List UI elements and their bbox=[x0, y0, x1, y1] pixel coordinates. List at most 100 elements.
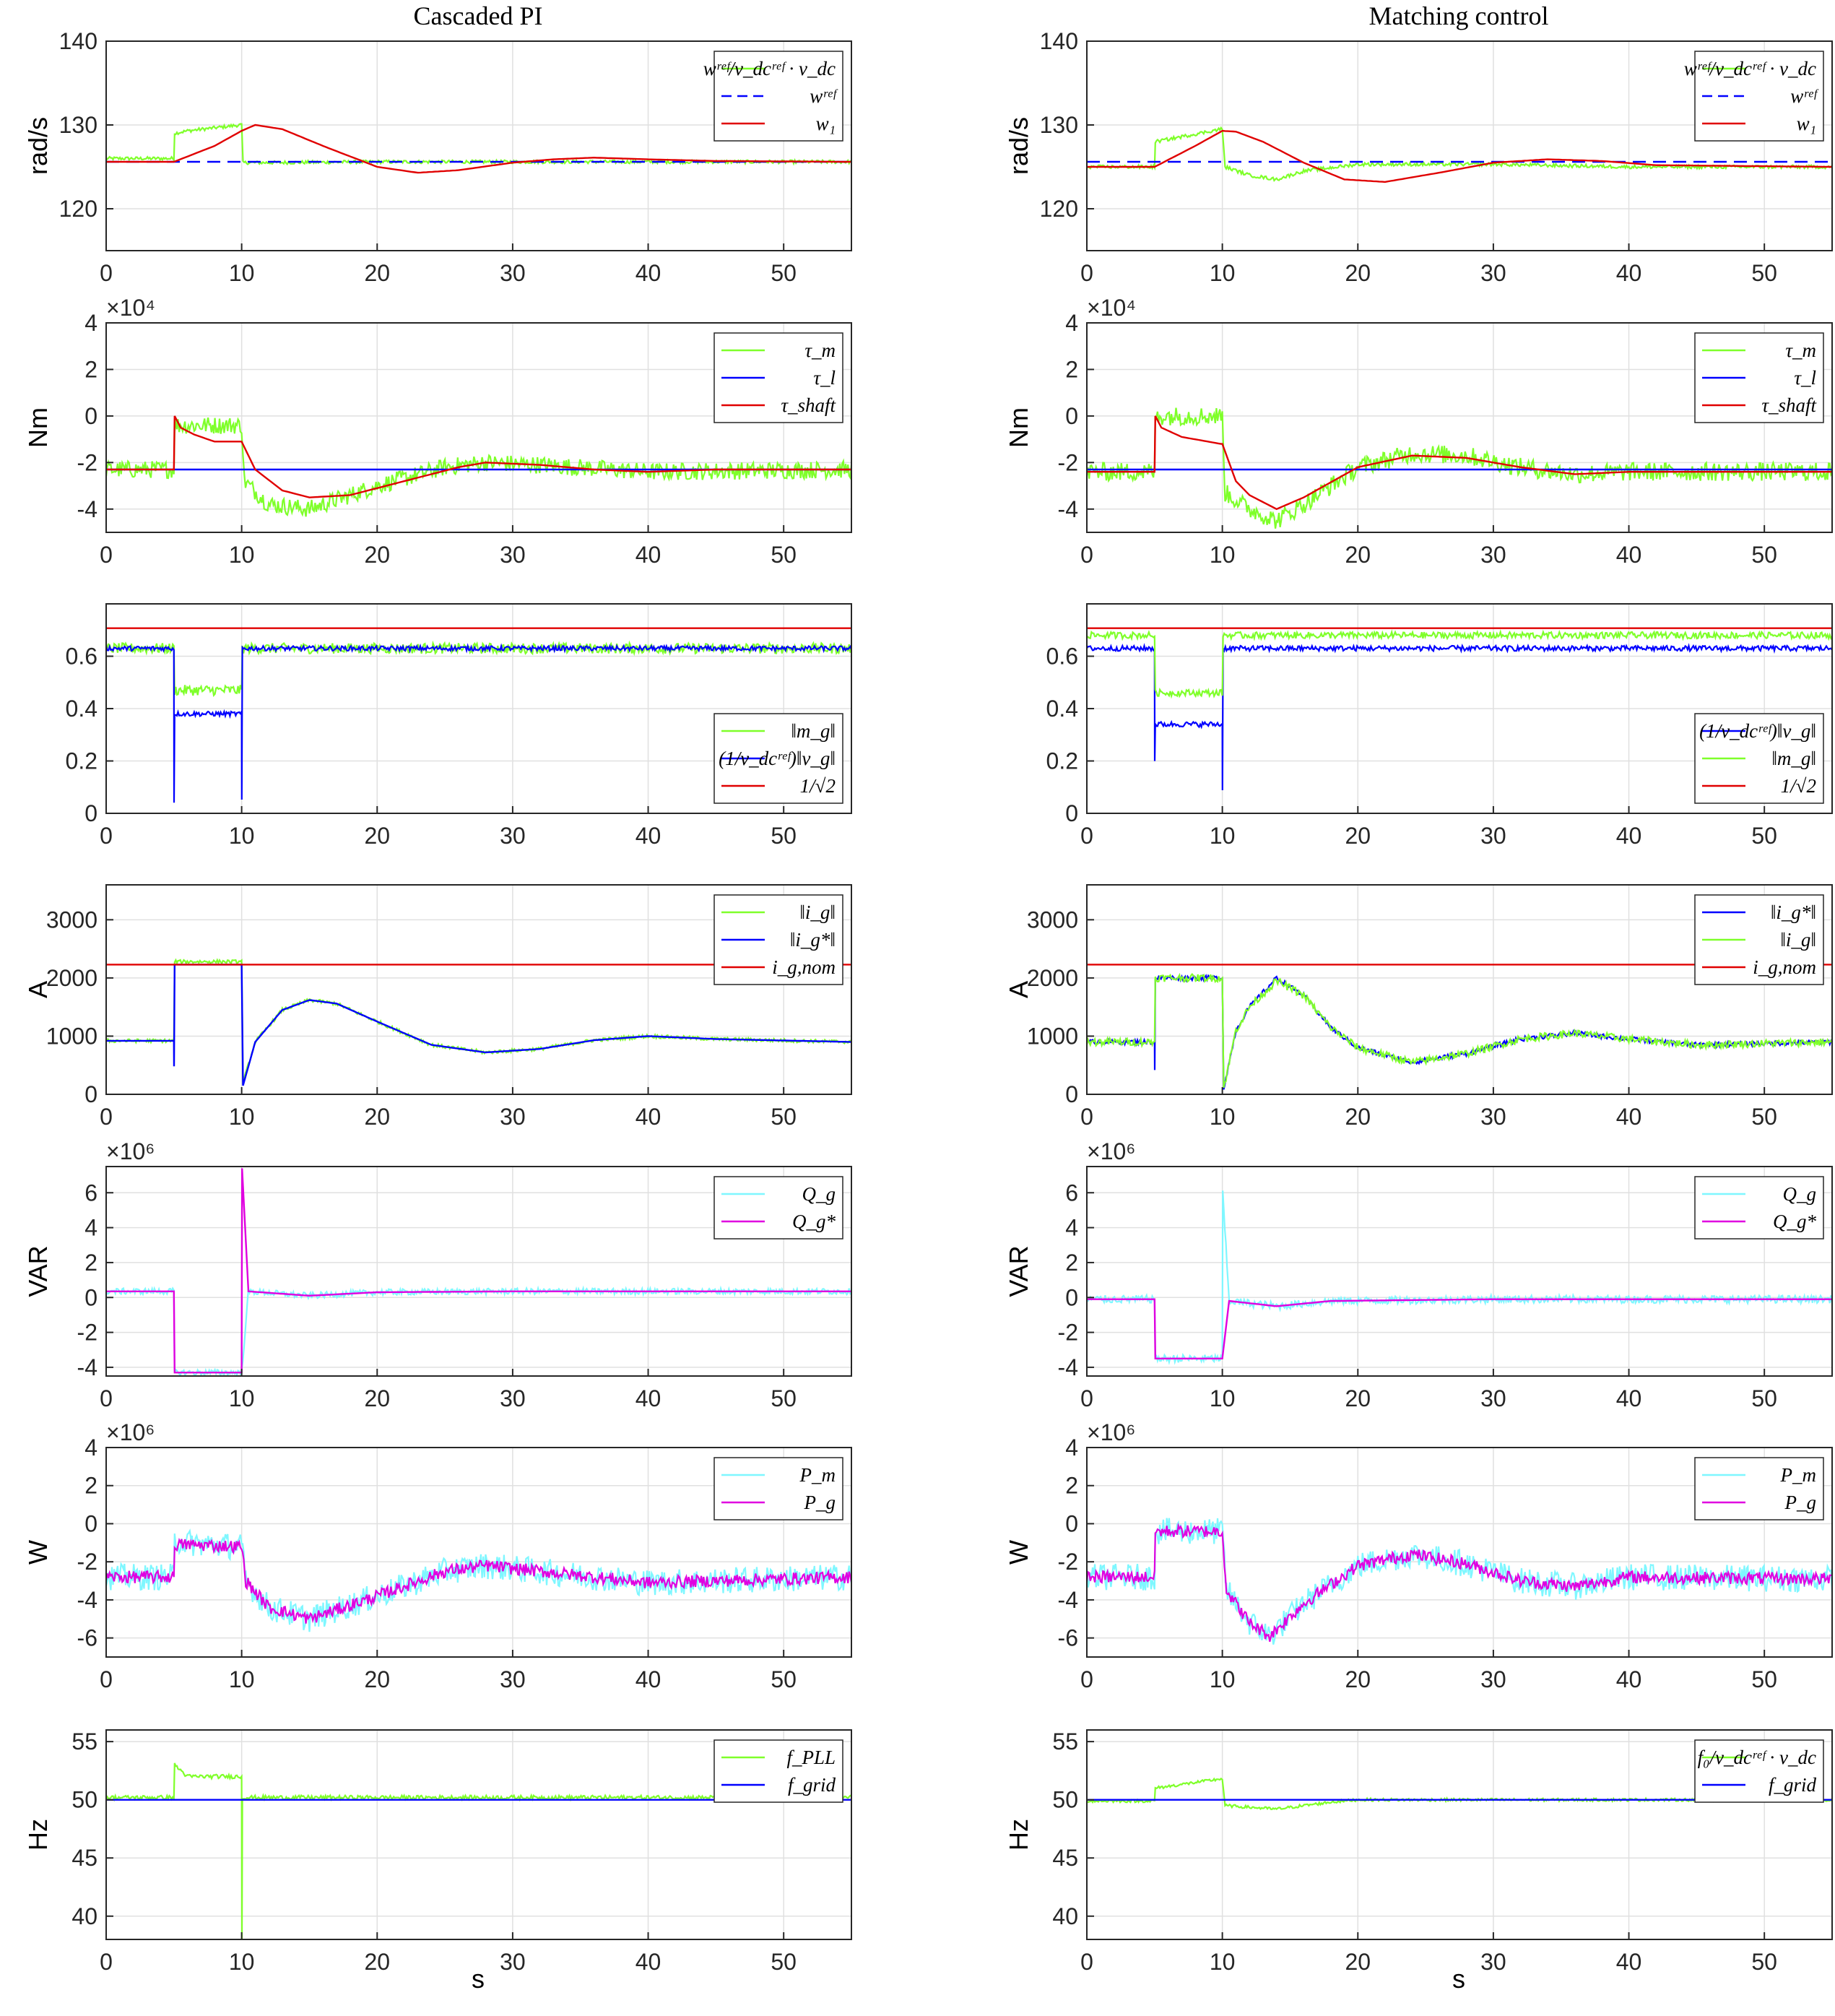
x-tick-label: 50 bbox=[771, 1104, 797, 1130]
legend-label: w₁ bbox=[1797, 113, 1816, 134]
series-group bbox=[106, 1168, 851, 1376]
x-tick-label: 0 bbox=[100, 1385, 113, 1411]
y-axis-label: A bbox=[1004, 981, 1033, 998]
legend-label: ‖m_g‖ bbox=[791, 720, 836, 742]
y-axis-label: A bbox=[23, 981, 53, 998]
y-tick-label: 0.2 bbox=[1046, 748, 1078, 774]
series-line-1 bbox=[106, 643, 851, 803]
legend-label: τ_m bbox=[1785, 339, 1816, 361]
y-tick-label: 0 bbox=[84, 1081, 97, 1107]
x-tick-label: 10 bbox=[229, 1385, 255, 1411]
x-tick-label: 30 bbox=[1480, 823, 1506, 849]
legend-label: τ_m bbox=[804, 339, 836, 361]
y-tick-label: 0 bbox=[1065, 1284, 1078, 1310]
y-tick-label: 2 bbox=[1065, 1250, 1078, 1276]
x-tick-label: 50 bbox=[1751, 542, 1777, 568]
axes-box bbox=[105, 40, 852, 251]
x-tick-label: 50 bbox=[771, 1666, 797, 1692]
legend-label: τ_l bbox=[1794, 367, 1816, 389]
y-tick-label: 0 bbox=[84, 403, 97, 429]
panel-p-0-0: 0 10 20 30 40 50 120 130 140 rad/s wʳᵉᶠ/v_dcʳᵉᶠ · … bbox=[23, 28, 852, 286]
y-tick-label: -4 bbox=[1058, 1587, 1078, 1613]
series-line-0 bbox=[1087, 407, 1832, 529]
y-tick-label: -4 bbox=[1058, 1354, 1078, 1380]
x-tick-label: 20 bbox=[364, 542, 390, 568]
series-line-1 bbox=[106, 1537, 851, 1624]
x-tick-label: 10 bbox=[1210, 1104, 1236, 1130]
y-tick-label: 0 bbox=[1065, 1510, 1078, 1536]
x-tick-label: 20 bbox=[1345, 1104, 1371, 1130]
y-tick-label: 45 bbox=[1052, 1845, 1078, 1871]
x-tick-label: 30 bbox=[1480, 260, 1506, 286]
series-line-2 bbox=[1087, 129, 1832, 183]
legend-label: i_g,nom bbox=[772, 956, 836, 978]
legend-label: (1/v_dcʳᵉᶠ)‖v_g‖ bbox=[1699, 720, 1816, 742]
y-tick-label: 2 bbox=[84, 1250, 97, 1276]
y-tick-label: 6 bbox=[1065, 1180, 1078, 1206]
x-tick-label: 0 bbox=[100, 1104, 113, 1130]
y-tick-label: 55 bbox=[71, 1729, 97, 1755]
y-tick-label: 0 bbox=[1065, 1081, 1078, 1107]
series-group bbox=[106, 123, 851, 174]
axes-box bbox=[1086, 1729, 1833, 1940]
y-axis-label: W bbox=[23, 1540, 53, 1565]
x-tick-label: 10 bbox=[1210, 1385, 1236, 1411]
y-tick-label: 1000 bbox=[46, 1023, 97, 1049]
y-tick-label: 140 bbox=[59, 28, 97, 54]
x-tick-label: 20 bbox=[364, 1949, 390, 1975]
x-tick-label: 50 bbox=[1751, 260, 1777, 286]
series-group bbox=[106, 415, 851, 517]
panel-p-4-0: 0 10 20 30 40 50 -4 -2 0 2 4 6 VAR ×10⁶ Q_g Q_g* bbox=[23, 1138, 852, 1411]
y-tick-label: 0 bbox=[1065, 800, 1078, 826]
legend-label: ‖i_g‖ bbox=[1780, 929, 1816, 951]
legend-label: wʳᵉᶠ/v_dcʳᵉᶠ · v_dc bbox=[1684, 58, 1816, 79]
legend-box bbox=[1694, 1176, 1824, 1240]
x-tick-label: 10 bbox=[229, 542, 255, 568]
y-tick-label: -2 bbox=[1058, 1320, 1078, 1346]
y-tick-label: 40 bbox=[71, 1903, 97, 1929]
x-tick-label: 0 bbox=[1080, 542, 1093, 568]
y-tick-label: 4 bbox=[84, 1215, 97, 1241]
y-axis-label: Hz bbox=[23, 1819, 53, 1851]
x-tick-label: 30 bbox=[500, 260, 526, 286]
y-tick-label: 2 bbox=[84, 1473, 97, 1499]
y-axis-label: Nm bbox=[23, 407, 53, 448]
legend-label: f_grid bbox=[1769, 1774, 1817, 1796]
legend-label: w₁ bbox=[816, 113, 836, 134]
y-tick-label: 4 bbox=[1065, 310, 1078, 336]
legend-label: P_g bbox=[804, 1492, 836, 1513]
col-title-matching-control: Matching control bbox=[1369, 1, 1549, 30]
legend-label: τ_l bbox=[813, 367, 836, 389]
legend-box bbox=[713, 1176, 843, 1240]
y-tick-label: 6 bbox=[84, 1180, 97, 1206]
x-tick-label: 40 bbox=[1616, 1385, 1642, 1411]
series-group bbox=[1087, 1190, 1832, 1365]
y-tick-label: 2 bbox=[84, 356, 97, 382]
y-tick-label: 0.4 bbox=[66, 696, 97, 722]
axes-box bbox=[105, 322, 852, 533]
x-tick-label: 10 bbox=[229, 1104, 255, 1130]
legend-label: ‖i_g*‖ bbox=[1771, 901, 1816, 923]
x-tick-label: 20 bbox=[364, 1104, 390, 1130]
series-group bbox=[1087, 627, 1832, 791]
y-tick-label: 1000 bbox=[1027, 1023, 1078, 1049]
x-tick-label: 40 bbox=[635, 823, 661, 849]
y-tick-label: 4 bbox=[1065, 1435, 1078, 1461]
x-tick-label: 20 bbox=[1345, 542, 1371, 568]
legend-label: wʳᵉᶠ bbox=[810, 85, 838, 107]
series-group bbox=[1087, 407, 1832, 529]
series-line-0 bbox=[106, 417, 851, 517]
legend-box bbox=[1694, 51, 1824, 142]
y-axis-label: VAR bbox=[1004, 1245, 1033, 1297]
y-tick-label: -4 bbox=[1058, 496, 1078, 522]
x-tick-label: 40 bbox=[1616, 823, 1642, 849]
x-tick-label: 30 bbox=[1480, 1666, 1506, 1692]
series-group bbox=[1087, 126, 1832, 183]
y-tick-label: 2000 bbox=[46, 965, 97, 991]
legend-label: f₀/v_dcʳᵉᶠ · v_dc bbox=[1698, 1747, 1816, 1768]
y-tick-label: 2000 bbox=[1027, 965, 1078, 991]
x-tick-label: 20 bbox=[1345, 823, 1371, 849]
axis-multiplier: ×10⁶ bbox=[1087, 1138, 1135, 1164]
x-tick-label: 30 bbox=[500, 1385, 526, 1411]
legend-label: τ_shaft bbox=[781, 394, 836, 416]
